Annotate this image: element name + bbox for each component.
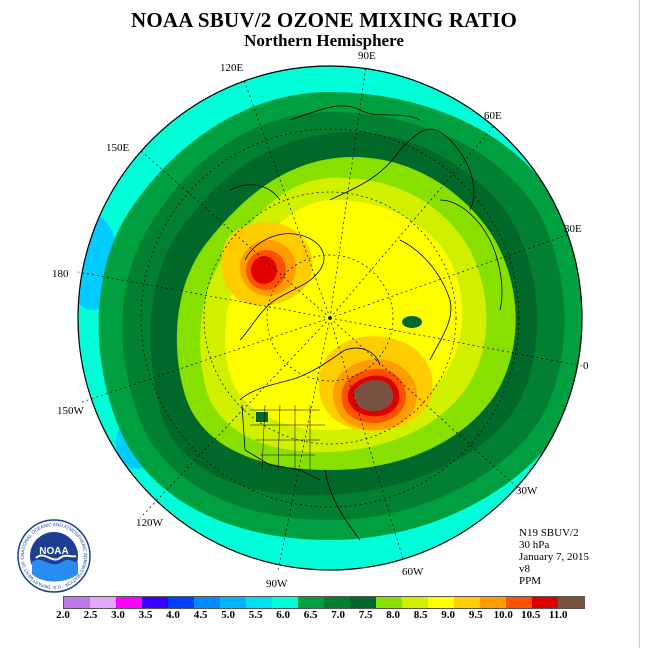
colorbar-swatch bbox=[194, 597, 220, 608]
lon-label-120w: 120W bbox=[136, 517, 163, 529]
colorbar-tick-label: 5.5 bbox=[248, 609, 263, 621]
noaa-logo: NOAA NATIONAL OCEANIC AND ATMOSPHERIC AD… bbox=[16, 518, 91, 593]
colorbar bbox=[63, 596, 585, 609]
colorbar-tick-label: 2.0 bbox=[56, 609, 70, 621]
colorbar-tick-label: 6.0 bbox=[276, 609, 290, 621]
colorbar-swatch bbox=[428, 597, 454, 608]
ozone-max-east bbox=[354, 379, 394, 412]
lon-label-60e: 60E bbox=[484, 110, 502, 122]
colorbar-swatch bbox=[90, 597, 116, 608]
colorbar-swatch bbox=[246, 597, 272, 608]
colorbar-swatch bbox=[272, 597, 298, 608]
colorbar-tick-label: 8.0 bbox=[386, 609, 401, 621]
colorbar-swatch bbox=[350, 597, 376, 608]
lon-label-30w: 30W bbox=[516, 485, 538, 497]
colorbar-swatch bbox=[298, 597, 324, 608]
colorbar-tick-label: 11.0 bbox=[548, 609, 568, 621]
low-patch-europe bbox=[402, 316, 422, 328]
date-label: January 7, 2015 bbox=[519, 551, 589, 563]
colorbar-swatch bbox=[376, 597, 402, 608]
lon-label-30e: 30E bbox=[564, 223, 582, 235]
logo-wordmark: NOAA bbox=[39, 546, 68, 557]
colorbar-tick-label: 7.5 bbox=[358, 609, 373, 621]
lon-label-0: 0 bbox=[583, 360, 589, 372]
colorbar-tick-label: 10.5 bbox=[521, 609, 541, 621]
colorbar-swatch bbox=[142, 597, 168, 608]
colorbar-swatch bbox=[168, 597, 194, 608]
colorbar-swatch bbox=[64, 597, 90, 608]
map-title: NOAA SBUV/2 OZONE MIXING RATIO bbox=[131, 8, 517, 32]
graticule bbox=[77, 65, 583, 571]
us-state-grid bbox=[250, 404, 325, 471]
colorbar-swatch bbox=[220, 597, 246, 608]
colorbar-tick-label: 3.5 bbox=[138, 609, 153, 621]
ozone-11-0-west bbox=[251, 256, 277, 284]
colorbar-tick-label: 7.0 bbox=[331, 609, 345, 621]
colorbar-swatch bbox=[532, 597, 558, 608]
colorbar-tick-label: 9.0 bbox=[441, 609, 456, 621]
lon-label-150e: 150E bbox=[106, 142, 130, 154]
coastlines bbox=[229, 105, 503, 541]
colorbar-swatch bbox=[480, 597, 506, 608]
colorbar-swatch bbox=[402, 597, 428, 608]
colorbar-tick-label: 10.0 bbox=[493, 609, 513, 621]
lon-label-120e: 120E bbox=[220, 62, 244, 74]
lon-label-90e: 90E bbox=[358, 50, 376, 62]
colorbar-swatch bbox=[558, 597, 584, 608]
colorbar-swatch bbox=[506, 597, 532, 608]
colorbar-tick-label: 8.5 bbox=[413, 609, 428, 621]
lon-label-60w: 60W bbox=[402, 566, 424, 578]
low-patch-na bbox=[256, 412, 268, 422]
colorbar-tick-label: 4.5 bbox=[193, 609, 208, 621]
lon-label-180: 180 bbox=[52, 268, 69, 280]
units-label: PPM bbox=[519, 575, 542, 587]
colorbar-tick-label: 6.5 bbox=[303, 609, 318, 621]
colorbar-tick-label: 4.0 bbox=[166, 609, 180, 621]
colorbar-tick-label: 2.5 bbox=[83, 609, 98, 621]
colorbar-tick-label: 9.5 bbox=[468, 609, 483, 621]
lon-label-150w: 150W bbox=[57, 405, 84, 417]
map-boundary bbox=[77, 65, 583, 571]
colorbar-tick-label: 5.0 bbox=[221, 609, 235, 621]
map-subtitle: Northern Hemisphere bbox=[244, 31, 404, 50]
colorbar-swatch bbox=[116, 597, 142, 608]
version-label: v8 bbox=[519, 563, 530, 575]
colorbar-swatch bbox=[454, 597, 480, 608]
colorbar-tick-labels: 2.0 2.5 3.0 3.5 4.0 4.5 5.0 5.5 6.0 6.5 7.0 7.5 8.0 8… bbox=[50, 609, 596, 623]
lon-label-90w: 90W bbox=[266, 578, 288, 590]
satellite-label: N19 SBUV/2 bbox=[519, 527, 579, 539]
pressure-level-label: 30 hPa bbox=[519, 539, 550, 551]
colorbar-swatch bbox=[324, 597, 350, 608]
colorbar-tick-label: 3.0 bbox=[111, 609, 125, 621]
frame-edge-line bbox=[639, 0, 640, 648]
ozone-field bbox=[78, 66, 582, 570]
